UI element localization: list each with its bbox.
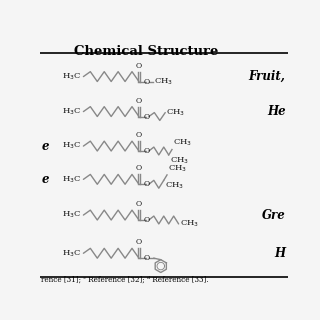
- Text: H$_3$C: H$_3$C: [62, 210, 81, 220]
- Text: H$_3$C: H$_3$C: [62, 71, 81, 82]
- Text: O: O: [144, 216, 150, 224]
- Text: CH$_3$: CH$_3$: [154, 76, 173, 87]
- Text: O: O: [144, 180, 150, 188]
- Text: e: e: [42, 173, 50, 186]
- Text: O: O: [144, 147, 150, 155]
- Text: rence [31]; ᶜ Reference [32]; ᵈ Reference [33].: rence [31]; ᶜ Reference [32]; ᵈ Referenc…: [41, 276, 209, 284]
- Text: He: He: [267, 105, 285, 118]
- Text: O: O: [144, 113, 150, 121]
- Text: O: O: [136, 62, 142, 70]
- Text: CH$_3$: CH$_3$: [173, 138, 192, 148]
- Text: H$_3$C: H$_3$C: [62, 174, 81, 185]
- Text: e: e: [42, 140, 50, 153]
- Text: O: O: [144, 254, 150, 262]
- Text: O: O: [136, 164, 142, 172]
- Text: CH$_3$: CH$_3$: [168, 163, 187, 174]
- Text: Chemical Structure: Chemical Structure: [75, 44, 219, 58]
- Text: O: O: [144, 77, 150, 85]
- Text: H$_3$C: H$_3$C: [62, 141, 81, 151]
- Text: CH$_3$: CH$_3$: [166, 107, 186, 118]
- Text: O: O: [136, 238, 142, 246]
- Text: Gre: Gre: [262, 209, 285, 221]
- Text: O: O: [136, 97, 142, 105]
- Text: H: H: [274, 247, 285, 260]
- Text: CH$_3$: CH$_3$: [180, 219, 199, 229]
- Text: O: O: [136, 131, 142, 139]
- Text: CH$_3$: CH$_3$: [165, 181, 184, 191]
- Text: Fruit,: Fruit,: [249, 70, 285, 83]
- Text: O: O: [136, 200, 142, 208]
- Text: H$_3$C: H$_3$C: [62, 106, 81, 117]
- Text: H$_3$C: H$_3$C: [62, 248, 81, 259]
- Text: CH$_3$: CH$_3$: [170, 156, 189, 166]
